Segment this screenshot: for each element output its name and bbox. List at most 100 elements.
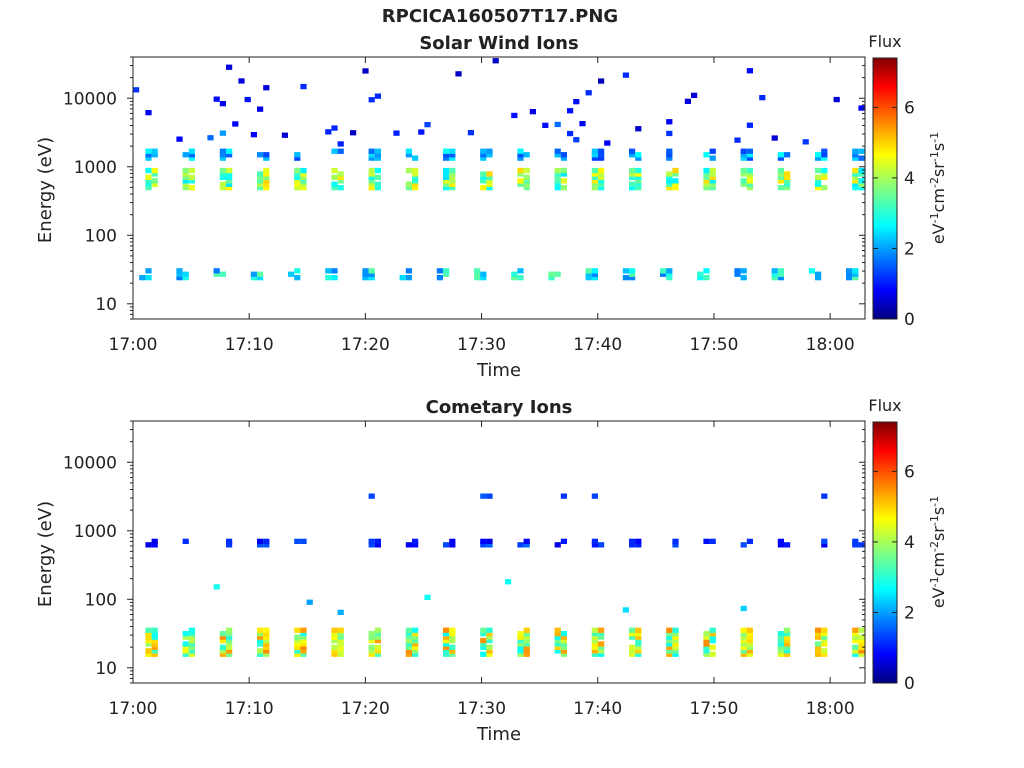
- heatmap-cell: [368, 634, 375, 640]
- heatmap-cell: [591, 538, 598, 544]
- heatmap-cell: [480, 641, 487, 647]
- heatmap-cell: [548, 271, 555, 277]
- heatmap-cell: [337, 171, 344, 177]
- heatmap-cell: [672, 538, 679, 544]
- heatmap-cell: [294, 627, 301, 633]
- heatmap-cell: [846, 271, 853, 277]
- heatmap-cell: [784, 171, 791, 177]
- heatmap-cell: [151, 171, 158, 177]
- heatmap-cell: [331, 275, 338, 281]
- heatmap-cell: [374, 634, 381, 640]
- heatmap-cell: [374, 181, 381, 187]
- heatmap-cell: [554, 542, 561, 548]
- heatmap-cell: [821, 627, 828, 633]
- panel-title: Cometary Ions: [426, 397, 573, 418]
- heatmap-cell: [250, 132, 257, 138]
- heatmap-cell: [486, 178, 493, 184]
- heatmap-cell: [486, 542, 493, 548]
- heatmap-cell: [480, 644, 487, 650]
- x-tick-label: 17:50: [689, 699, 738, 719]
- heatmap-cell: [815, 641, 822, 647]
- heatmap-cell: [486, 651, 493, 657]
- heatmap-cell: [263, 627, 270, 633]
- heatmap-cell: [777, 637, 784, 644]
- heatmap-cell: [709, 167, 716, 174]
- heatmap-cell: [598, 631, 605, 637]
- heatmap-cell: [672, 542, 679, 548]
- colorbar-ticks: 0 2 4 6: [873, 98, 915, 330]
- heatmap-cell: [852, 181, 859, 187]
- heatmap-cell: [709, 181, 716, 187]
- heatmap-cell: [629, 271, 636, 277]
- heatmap-cell: [145, 110, 152, 116]
- colorbar-tick-label: 2: [904, 603, 915, 623]
- heatmap-cell: [405, 648, 412, 654]
- heatmap-cell: [337, 174, 344, 180]
- x-tick-label: 17:40: [573, 335, 622, 355]
- x-axis: 17:00 17:10 17:20 17:30 17:40 17:50 18:00: [109, 57, 855, 355]
- heatmap-cell: [188, 178, 195, 184]
- heatmap-cell: [263, 637, 270, 644]
- heatmap-cell: [666, 648, 673, 654]
- x-axis-label: Time: [476, 724, 521, 745]
- heatmap-cell: [821, 155, 828, 161]
- heatmap-cell: [331, 268, 338, 274]
- heatmap-cell: [226, 648, 233, 654]
- heatmap-cell: [151, 178, 158, 184]
- heatmap-cell: [740, 148, 747, 154]
- heatmap-cell: [405, 148, 412, 154]
- heatmap-cell: [492, 58, 499, 64]
- heatmap-cell: [517, 181, 524, 187]
- heatmap-cell: [207, 135, 214, 141]
- heatmap-cell: [300, 637, 307, 644]
- heatmap-cell: [337, 148, 344, 154]
- heatmap-cell: [294, 155, 301, 161]
- heatmap-cell: [815, 178, 822, 184]
- heatmap-cell: [554, 644, 561, 650]
- heatmap-cell: [740, 651, 747, 657]
- x-tick-label: 17:40: [573, 699, 622, 719]
- heatmap-cell: [405, 152, 412, 158]
- heatmap-cell: [182, 644, 189, 650]
- heatmap-cell: [554, 152, 561, 158]
- heatmap-cell: [709, 644, 716, 650]
- heatmap-cells: [133, 58, 865, 281]
- heatmap-cell: [777, 275, 784, 281]
- heatmap-cell: [151, 644, 158, 650]
- heatmap-cell: [331, 637, 338, 644]
- heatmap-cell: [684, 98, 691, 104]
- heatmap-cell: [622, 268, 629, 274]
- heatmap-cell: [294, 641, 301, 647]
- heatmap-cell: [486, 174, 493, 180]
- heatmap-cell: [517, 155, 524, 161]
- heatmap-cell: [598, 167, 605, 174]
- heatmap-cell: [145, 631, 152, 637]
- heatmap-cell: [300, 644, 307, 650]
- heatmap-cell: [331, 148, 338, 154]
- heatmap-cell: [257, 637, 264, 644]
- heatmap-cell: [486, 148, 493, 154]
- heatmap-cell: [777, 152, 784, 158]
- heatmap-cell: [598, 644, 605, 650]
- heatmap-cell: [858, 644, 865, 650]
- heatmap-cell: [709, 637, 716, 644]
- y-tick-label: 1000: [74, 522, 117, 542]
- heatmap-cell: [815, 155, 822, 161]
- heatmap-cell: [505, 579, 512, 585]
- heatmap-cell: [480, 171, 487, 177]
- y-axis-label: Energy (eV): [35, 137, 56, 243]
- heatmap-cell: [852, 155, 859, 161]
- heatmap-cell: [368, 185, 375, 191]
- heatmap-cell: [591, 644, 598, 650]
- colorbar-tick-label: 2: [904, 239, 915, 259]
- heatmap-cell: [294, 268, 301, 274]
- heatmap-cell: [635, 538, 642, 544]
- heatmap-cell: [182, 178, 189, 184]
- heatmap-cell: [374, 148, 381, 154]
- heatmap-cell: [517, 648, 524, 654]
- colorbar-tick-label: 0: [904, 310, 915, 330]
- heatmap-cell: [374, 174, 381, 180]
- heatmap-cell: [294, 637, 301, 644]
- heatmap-cell: [399, 275, 406, 281]
- heatmap-cell: [443, 167, 450, 174]
